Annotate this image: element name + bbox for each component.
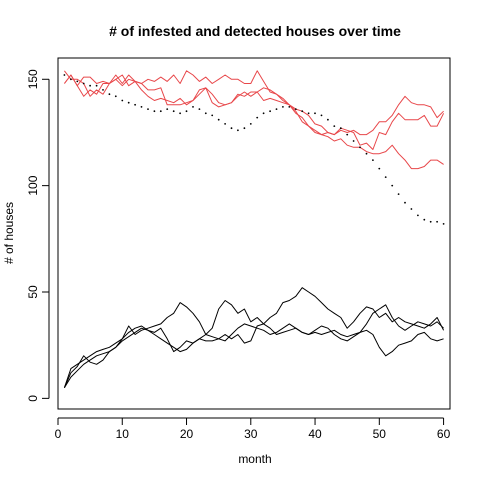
x-tick-label: 50	[373, 427, 387, 441]
data-point	[159, 110, 162, 113]
x-axis: 0 10 20 30 40 50 60	[55, 417, 451, 441]
data-point	[237, 129, 239, 132]
y-tick-label: 0	[26, 395, 40, 402]
data-point	[204, 112, 207, 115]
plot-frame	[57, 57, 451, 410]
data-point	[314, 112, 316, 115]
series-1-line	[64, 74, 444, 170]
data-point	[307, 112, 310, 115]
data-point	[301, 110, 304, 113]
data-point	[256, 116, 259, 119]
data-point	[346, 133, 349, 136]
data-point	[192, 106, 194, 108]
data-point	[397, 193, 400, 196]
y-tick-label: 100	[26, 175, 40, 195]
data-point	[372, 159, 374, 162]
data-point	[410, 208, 413, 210]
data-point	[249, 123, 252, 125]
data-point	[423, 218, 426, 221]
data-point	[140, 106, 143, 108]
data-point	[211, 114, 214, 117]
x-tick-label: 30	[244, 427, 258, 441]
y-tick-label: 150	[26, 69, 40, 89]
data-point	[269, 110, 271, 113]
data-point	[429, 220, 432, 223]
data-point	[262, 112, 265, 115]
series-2-line	[64, 70, 444, 136]
series-6-line	[63, 323, 444, 388]
data-point	[102, 89, 104, 91]
data-point	[384, 176, 387, 179]
data-point	[166, 108, 169, 110]
data-point	[339, 127, 342, 130]
data-point	[179, 112, 182, 115]
data-point	[391, 184, 394, 187]
data-point	[359, 146, 361, 149]
data-point	[153, 110, 156, 113]
data-point	[108, 93, 111, 96]
data-point	[82, 82, 85, 85]
series-3-points	[63, 74, 445, 225]
data-point	[417, 214, 419, 217]
series-4-line	[63, 287, 445, 388]
series-layer	[63, 70, 445, 388]
data-point	[95, 84, 98, 87]
data-point	[224, 123, 227, 125]
data-point	[333, 125, 336, 127]
data-point	[378, 167, 381, 170]
series-0-line	[64, 70, 445, 150]
x-tick-label: 10	[116, 427, 130, 441]
data-point	[230, 127, 233, 130]
data-point	[320, 114, 323, 117]
data-point	[70, 78, 72, 81]
data-point	[147, 108, 149, 110]
x-tick-label: 20	[180, 427, 194, 441]
data-point	[185, 110, 188, 113]
x-tick-label: 0	[55, 427, 62, 441]
data-point	[275, 108, 278, 110]
y-tick-label: 50	[26, 285, 40, 299]
data-point	[352, 140, 355, 142]
data-point	[134, 103, 137, 106]
data-point	[327, 118, 329, 121]
data-point	[76, 80, 79, 83]
data-point	[63, 74, 66, 76]
chart-title: # of infested and detected houses over t…	[109, 23, 401, 39]
x-axis-label: month	[238, 452, 271, 466]
data-point	[404, 201, 406, 204]
data-point	[198, 108, 201, 110]
x-tick-label: 60	[437, 427, 451, 441]
data-point	[442, 223, 445, 225]
y-axis: 0 50 100 150	[26, 69, 50, 402]
data-point	[114, 95, 117, 98]
data-point	[89, 84, 91, 87]
data-point	[294, 108, 297, 110]
data-point	[172, 110, 175, 113]
data-point	[121, 99, 124, 102]
data-point	[282, 106, 284, 108]
data-point	[243, 127, 246, 130]
y-axis-label: # of houses	[2, 202, 16, 264]
data-point	[217, 118, 220, 121]
data-point	[365, 152, 368, 155]
data-point	[127, 101, 130, 104]
x-tick-label: 40	[308, 427, 322, 441]
data-point	[288, 106, 291, 108]
series-5-line	[63, 304, 444, 388]
data-point	[436, 220, 438, 223]
